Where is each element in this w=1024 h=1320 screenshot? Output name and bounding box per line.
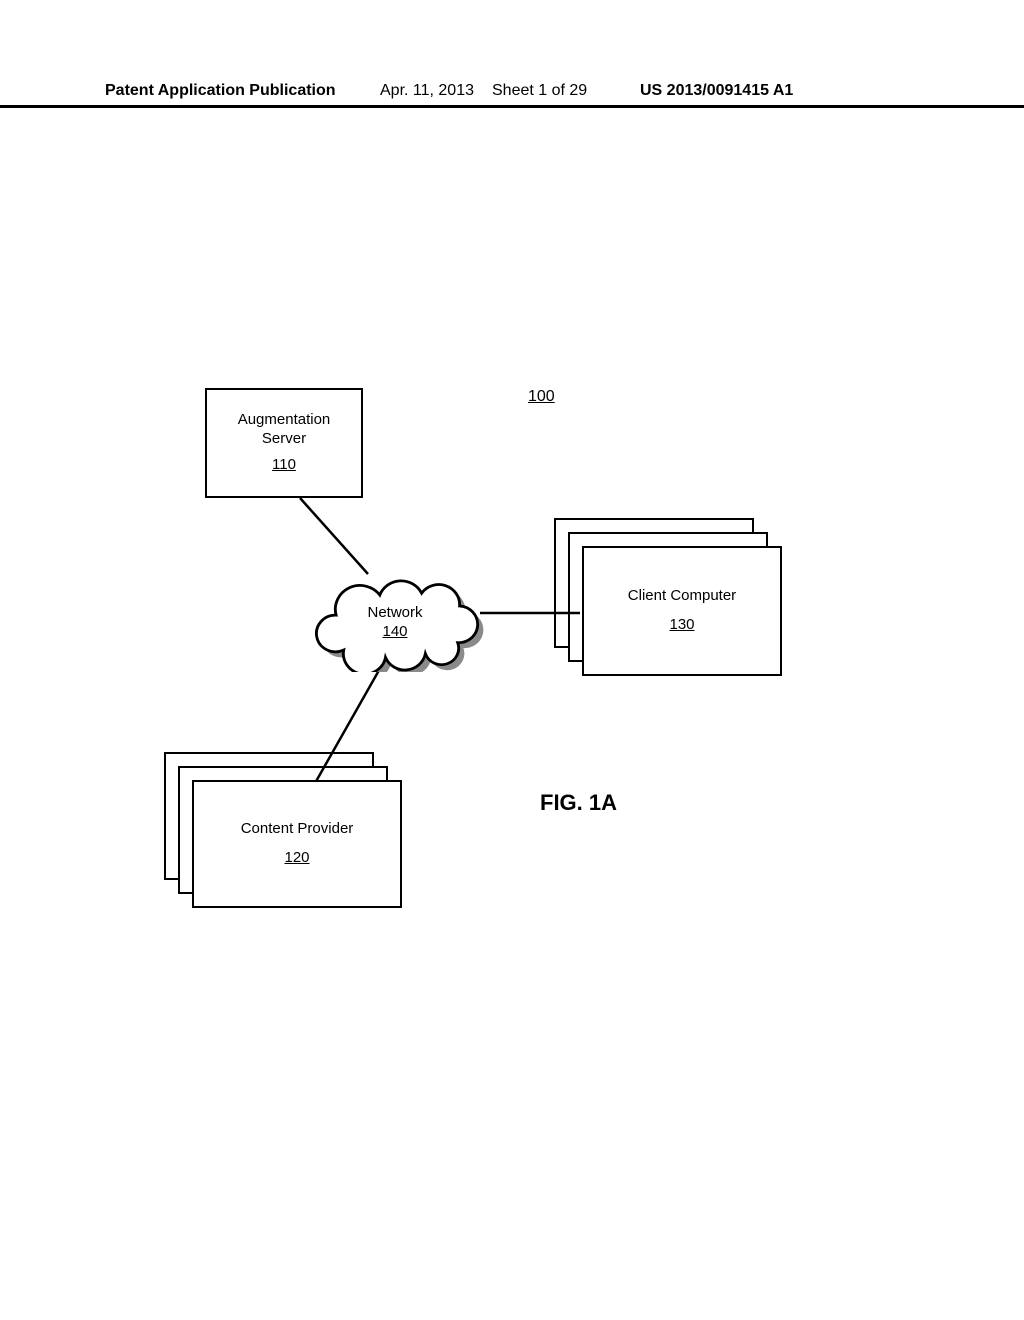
node-ref: 140 [382, 623, 407, 640]
stack-front: Client Computer 130 [582, 546, 782, 676]
node-content-provider: Content Provider 120 [164, 752, 402, 908]
node-client-computer: Client Computer 130 [554, 518, 782, 676]
node-label: AugmentationServer [238, 411, 331, 449]
system-reference-number: 100 [528, 388, 555, 406]
stack-front: Content Provider 120 [192, 780, 402, 908]
node-ref: 130 [669, 616, 694, 635]
figure-label: FIG. 1A [540, 790, 617, 816]
node-augmentation-server: AugmentationServer 110 [205, 388, 363, 498]
connectors [0, 0, 1024, 1320]
node-ref: 110 [272, 456, 296, 475]
node-network-cloud: Network 140 [300, 562, 490, 672]
diagram-canvas: 100 AugmentationServer 110 Network 140 [0, 0, 1024, 1320]
node-ref: 120 [284, 849, 309, 868]
node-label: Content Provider [241, 820, 354, 839]
node-label: Network [367, 604, 422, 621]
patent-figure-page: Patent Application Publication Apr. 11, … [0, 0, 1024, 1320]
node-label: Client Computer [628, 587, 736, 606]
